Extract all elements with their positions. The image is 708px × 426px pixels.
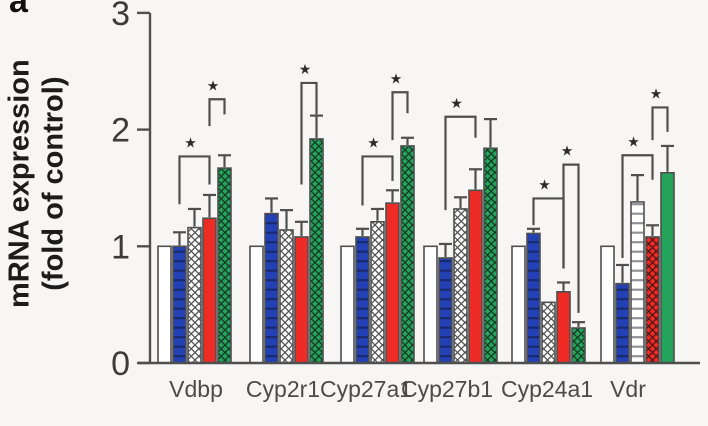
bar4-red [469, 190, 482, 363]
bar5-green-crosshatch-pattern [401, 145, 414, 363]
significance-star: ★ [207, 77, 220, 93]
significance-bracket [208, 98, 226, 127]
bar1-white-open [341, 246, 354, 363]
bar5-green-crosshatch-pattern [218, 168, 231, 363]
y-tick-label: 1 [111, 228, 130, 266]
significance-bracket [562, 163, 580, 313]
bar2-blue-striped-pattern [439, 257, 452, 363]
significance-star: ★ [390, 70, 403, 86]
bar4-red [386, 203, 399, 363]
bar2-blue-striped-pattern [173, 246, 186, 363]
bar3-white-crosshatch-pattern [454, 208, 467, 363]
bar2-blue-striped-pattern [616, 283, 629, 363]
bar3-white-crosshatch-pattern [188, 227, 201, 363]
significance-star: ★ [367, 134, 380, 150]
bar3-white-crosshatch-pattern [280, 229, 293, 363]
bar3-white-crosshatch-pattern [371, 221, 384, 363]
y-tick-label: 2 [111, 112, 130, 150]
bar1-white-open [601, 246, 614, 363]
significance-star: ★ [561, 143, 574, 159]
y-tick-label: 0 [111, 345, 130, 383]
significance-bracket [621, 154, 654, 258]
bar5-green-crosshatch [661, 172, 674, 363]
bar5-green-crosshatch-pattern [484, 148, 497, 363]
x-category-label: Vdr [610, 376, 646, 402]
bar1-white-open [424, 246, 437, 363]
x-category-label: Cyp27b1 [401, 376, 493, 402]
bar4-red [203, 218, 216, 363]
y-tick-label: 3 [111, 0, 130, 33]
significance-star: ★ [184, 134, 197, 150]
significance-bracket [651, 106, 669, 141]
significance-bracket [361, 155, 394, 206]
x-category-label: Cyp24a1 [501, 376, 593, 402]
significance-star: ★ [299, 61, 312, 77]
bar4-red-pattern [646, 236, 659, 363]
bar2-blue-striped-pattern [265, 213, 278, 363]
bar2-blue-striped-pattern [356, 236, 369, 363]
significance-bracket [444, 115, 477, 211]
significance-bracket [391, 91, 409, 141]
significance-bracket [178, 155, 211, 205]
bar3-white-crosshatch-pattern [542, 302, 555, 363]
significance-star: ★ [650, 85, 663, 101]
bar4-red [295, 236, 308, 363]
x-category-label: Vdbp [169, 376, 223, 402]
bar4-red [557, 291, 570, 363]
bar1-white-open [250, 246, 263, 363]
bar5-green-crosshatch-pattern [310, 138, 323, 363]
bar1-white-open [512, 246, 525, 363]
significance-star: ★ [450, 95, 463, 111]
x-category-label: Cyp2r1 [246, 376, 320, 402]
significance-star: ★ [538, 176, 551, 192]
x-category-label: Cyp27a1 [320, 376, 412, 402]
panel-letter: a [9, 0, 28, 20]
significance-bracket [300, 81, 318, 185]
bar2-blue-striped-pattern [527, 233, 540, 363]
significance-star: ★ [627, 133, 640, 149]
bar3-white-crosshatch-pattern [631, 201, 644, 363]
bar1-white-open [158, 246, 171, 363]
bar5-green-crosshatch-pattern [572, 327, 585, 363]
